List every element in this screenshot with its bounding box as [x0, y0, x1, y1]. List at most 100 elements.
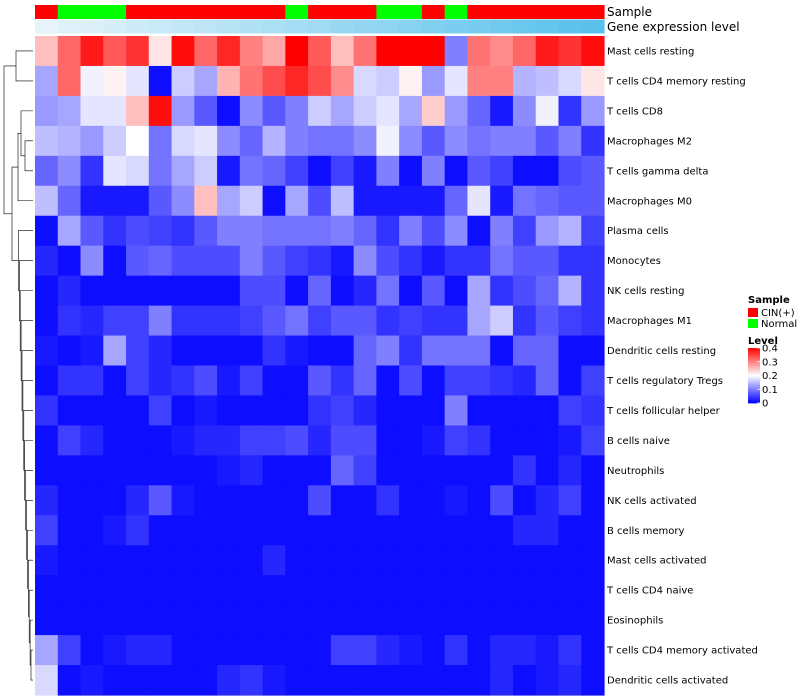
- heatmap-cell: [490, 665, 514, 696]
- heatmap-cell: [512, 575, 537, 606]
- expression-annotation-cell: [581, 19, 605, 34]
- heatmap-cell: [376, 665, 400, 696]
- heatmap-cell: [399, 665, 423, 696]
- sample-annotation-cell: [330, 5, 355, 19]
- legend-sample-label: CIN(+): [761, 308, 795, 319]
- heatmap-cell: [512, 305, 537, 337]
- heatmap-cell: [148, 455, 173, 486]
- heatmap-cell: [399, 425, 423, 456]
- legend-color-step: [748, 397, 760, 400]
- heatmap-cell: [421, 185, 446, 217]
- heatmap-cell: [194, 125, 218, 157]
- heatmap-cell: [444, 575, 469, 606]
- heatmap-cell: [171, 215, 195, 247]
- heatmap-cell: [285, 125, 309, 157]
- sample-annotation-cell: [262, 5, 286, 19]
- heatmap-cell: [376, 635, 400, 666]
- heatmap-cell: [35, 335, 59, 367]
- expression-annotation-cell: [535, 19, 560, 34]
- heatmap-cell: [444, 155, 469, 187]
- heatmap-cell: [262, 275, 286, 307]
- heatmap-cell: [444, 95, 469, 127]
- heatmap-cell: [490, 425, 514, 456]
- heatmap-cell: [558, 125, 582, 157]
- heatmap-cell: [148, 125, 173, 157]
- heatmap-cell: [330, 275, 355, 307]
- heatmap-cell: [490, 155, 514, 187]
- sample-annotation-cell: [285, 5, 309, 19]
- legend-tick-label: 0.4: [762, 344, 778, 355]
- heatmap-cell: [308, 515, 332, 546]
- heatmap-cell: [512, 605, 537, 636]
- heatmap-cell: [376, 515, 400, 546]
- legend-color-step: [748, 356, 760, 359]
- heatmap-cell: [148, 485, 173, 516]
- heatmap-cell: [148, 515, 173, 546]
- heatmap-cell: [353, 155, 377, 187]
- heatmap-cell: [308, 275, 332, 307]
- heatmap-cell: [148, 635, 173, 666]
- heatmap-cell: [558, 155, 582, 187]
- heatmap-cell: [353, 605, 377, 636]
- heatmap-cell: [421, 275, 446, 307]
- heatmap-cell: [308, 95, 332, 127]
- heatmap-cell: [330, 215, 355, 247]
- heatmap-cell: [467, 515, 491, 546]
- heatmap-cell: [535, 515, 560, 546]
- heatmap-cell: [217, 65, 241, 97]
- heatmap-cell: [353, 485, 377, 516]
- sample-annotation-cell: [148, 5, 173, 19]
- sample-annotation-cell: [57, 5, 82, 19]
- heatmap-cell: [171, 36, 195, 67]
- expression-annotation-cell: [399, 19, 423, 34]
- heatmap-cell: [80, 155, 104, 187]
- heatmap-cell: [467, 95, 491, 127]
- heatmap-cell: [194, 305, 218, 337]
- heatmap-cell: [467, 65, 491, 97]
- heatmap-cell: [490, 275, 514, 307]
- heatmap-cell: [490, 335, 514, 367]
- heatmap-cell: [399, 65, 423, 97]
- sample-annotation-cell: [126, 5, 150, 19]
- heatmap-cell: [80, 215, 104, 247]
- heatmap-cell: [399, 575, 423, 606]
- heatmap-cell: [239, 65, 264, 97]
- expression-annotation-cell: [558, 19, 582, 34]
- heatmap-cell: [35, 515, 59, 546]
- heatmap-cell: [285, 395, 309, 426]
- heatmap-cell: [194, 425, 218, 456]
- heatmap-cell: [467, 305, 491, 337]
- heatmap-cell: [512, 335, 537, 367]
- heatmap-cell: [490, 395, 514, 426]
- heatmap-cell: [285, 605, 309, 636]
- heatmap-cell: [444, 36, 469, 67]
- heatmap-cell: [308, 335, 332, 367]
- heatmap-cell: [194, 335, 218, 367]
- heatmap-cell: [126, 125, 150, 157]
- heatmap-cell: [353, 365, 377, 397]
- heatmap-cell: [581, 215, 605, 247]
- heatmap-cell: [126, 395, 150, 426]
- heatmap-cell: [126, 36, 150, 67]
- heatmap-cell: [490, 305, 514, 337]
- legend-color-step: [748, 364, 760, 367]
- heatmap-cell: [126, 485, 150, 516]
- heatmap-cell: [353, 245, 377, 277]
- heatmap-cell: [80, 275, 104, 307]
- heatmap-cell: [399, 215, 423, 247]
- heatmap-cell: [35, 155, 59, 187]
- heatmap-cell: [308, 65, 332, 97]
- heatmap-cell: [171, 185, 195, 217]
- heatmap-cell: [376, 485, 400, 516]
- row-label: Mast cells activated: [607, 556, 706, 567]
- heatmap-cell: [57, 245, 82, 277]
- heatmap-cell: [581, 575, 605, 606]
- heatmap-cell: [444, 545, 469, 576]
- heatmap-cell: [444, 65, 469, 97]
- heatmap-cell: [399, 455, 423, 486]
- heatmap-cell: [194, 215, 218, 247]
- heatmap-cell: [467, 545, 491, 576]
- heatmap-cell: [512, 185, 537, 217]
- heatmap-cell: [421, 605, 446, 636]
